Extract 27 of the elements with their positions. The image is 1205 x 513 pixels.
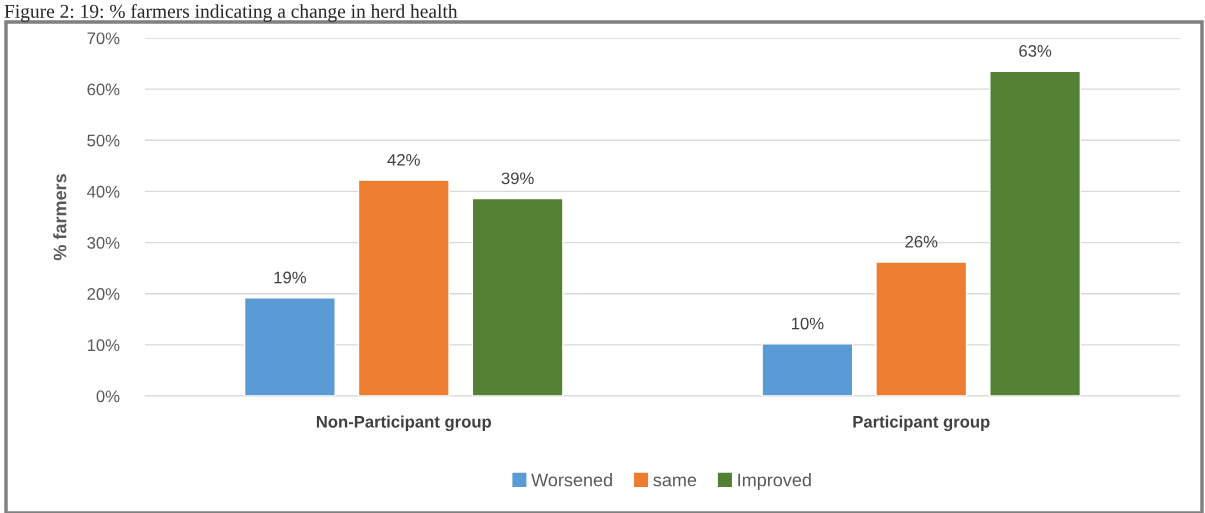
data-label: 19%	[274, 271, 306, 284]
y-tick-label: 10%	[87, 339, 120, 352]
bar	[875, 261, 968, 396]
y-axis-title: % farmers	[53, 174, 67, 261]
data-label: 63%	[1019, 45, 1052, 57]
chart-title: Figure 2: 19: % farmers indicating a change in herd health	[4, 4, 458, 22]
data-label: 26%	[905, 235, 938, 248]
bar	[471, 197, 564, 396]
legend-label: Worsened	[531, 473, 612, 487]
bar	[761, 343, 854, 396]
y-tick-label: 40%	[87, 185, 120, 198]
y-tick-label: 70%	[87, 32, 120, 45]
y-tick-label: 30%	[87, 236, 120, 249]
data-label: 42%	[387, 153, 420, 166]
bar	[243, 297, 336, 396]
legend-label: same	[653, 476, 697, 487]
bar	[989, 70, 1082, 396]
y-tick-label: 60%	[87, 83, 120, 96]
legend-label: Improved	[738, 473, 811, 490]
y-tick-label: 20%	[87, 288, 120, 300]
x-tick-label: Non-Participant group	[316, 415, 492, 432]
y-tick-label: 0%	[96, 390, 120, 403]
y-tick-label: 50%	[87, 134, 120, 147]
data-label: 39%	[501, 172, 534, 185]
bar	[357, 179, 450, 396]
data-label: 10%	[791, 317, 824, 330]
x-tick-label: Participant group	[853, 415, 990, 432]
